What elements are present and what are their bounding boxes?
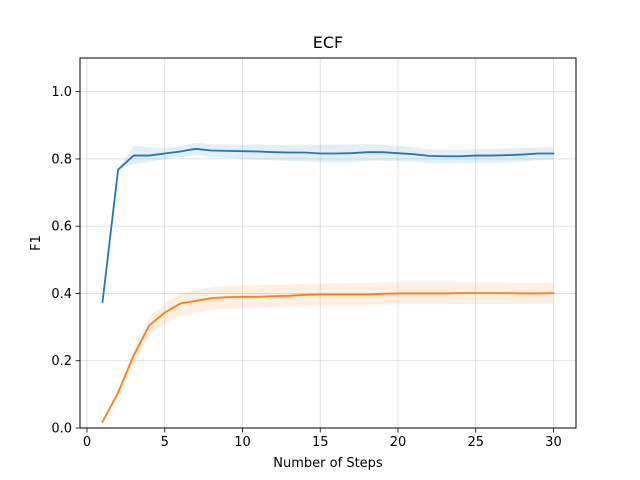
series-1-point [350, 152, 352, 154]
series-1-point [117, 169, 119, 171]
series-2-point [226, 296, 228, 298]
x-tick-label: 0 [83, 435, 91, 450]
y-tick-label: 1.0 [51, 85, 72, 100]
y-tick-label: 0.4 [51, 287, 72, 302]
series-1-point [226, 150, 228, 152]
series-1-band [102, 142, 554, 302]
x-tick-label: 10 [234, 435, 251, 450]
series-1-point [413, 153, 415, 155]
series-1-point [257, 151, 259, 153]
series-2-point [304, 294, 306, 296]
series-1-point [195, 148, 197, 150]
series-2-point [506, 292, 508, 294]
y-tick-label: 0.2 [51, 354, 72, 369]
x-tick-label: 5 [161, 435, 169, 450]
series-1-point [242, 150, 244, 152]
series-2-point [164, 312, 166, 314]
series-2-band [102, 281, 554, 422]
series-1-point [553, 153, 555, 155]
series-2-point [521, 293, 523, 295]
series-2-point [366, 294, 368, 296]
series-2-point [444, 293, 446, 295]
series-1-point [319, 153, 321, 155]
series-2-point [133, 355, 135, 357]
series-2-point [117, 392, 119, 394]
series-2-point [242, 296, 244, 298]
series-1-point [490, 155, 492, 157]
series-2-point [257, 296, 259, 298]
series-1-point [335, 153, 337, 155]
series-1-point [366, 151, 368, 153]
series-1-point [148, 155, 150, 157]
series-2-point [319, 294, 321, 296]
series-1-point [102, 301, 104, 303]
series-2-point [553, 292, 555, 294]
ticks: 0 5 10 15 20 25 30 0.0 0.2 0.4 0.6 0.8 1.0 [51, 85, 561, 450]
series-2-point [148, 325, 150, 327]
series-1-point [288, 152, 290, 154]
series-2-point [195, 300, 197, 302]
x-tick-label: 30 [545, 435, 562, 450]
series-1-point [444, 155, 446, 157]
series-1-point [537, 153, 539, 155]
axes-frame [79, 57, 577, 429]
series-2-point [537, 293, 539, 295]
series-2-point [288, 295, 290, 297]
series-2-line [101, 292, 555, 424]
series-1-point [304, 152, 306, 154]
x-tick-label: 25 [467, 435, 484, 450]
series-1-line [101, 147, 555, 303]
series-2-point [350, 294, 352, 296]
series-1-point [164, 153, 166, 155]
series-2-point [102, 421, 104, 423]
y-tick-label: 0.8 [51, 152, 72, 167]
x-tick-label: 15 [312, 435, 329, 450]
series-2-point [428, 293, 430, 295]
series-2-point [490, 292, 492, 294]
series-2-point [413, 293, 415, 295]
series-1-point [382, 151, 384, 153]
series-2-point [210, 297, 212, 299]
series-1-point [210, 150, 212, 152]
series-2-point [273, 295, 275, 297]
series-1-point [133, 155, 135, 157]
series-1-point [506, 154, 508, 156]
plot-area [80, 58, 576, 428]
series-2-point [179, 303, 181, 305]
series-1-point [273, 151, 275, 153]
series-1-point [521, 154, 523, 156]
x-tick-label: 20 [390, 435, 407, 450]
series-2-point [475, 292, 477, 294]
y-axis-label: F1 [29, 235, 44, 251]
series-2-point [335, 294, 337, 296]
series-lines [101, 147, 555, 424]
y-tick-label: 0.6 [51, 220, 72, 235]
chart-title: ECF [313, 33, 343, 52]
series-1-point [459, 155, 461, 157]
series-2-point [382, 293, 384, 295]
series-2-point [397, 293, 399, 295]
series-1-point [428, 155, 430, 157]
confidence-bands [102, 142, 554, 422]
series-2-point [459, 292, 461, 294]
series-1-point [475, 155, 477, 157]
series-1-point [397, 152, 399, 154]
x-axis-label: Number of Steps [273, 456, 383, 471]
series-1-point [179, 151, 181, 153]
y-tick-label: 0.0 [51, 422, 72, 437]
